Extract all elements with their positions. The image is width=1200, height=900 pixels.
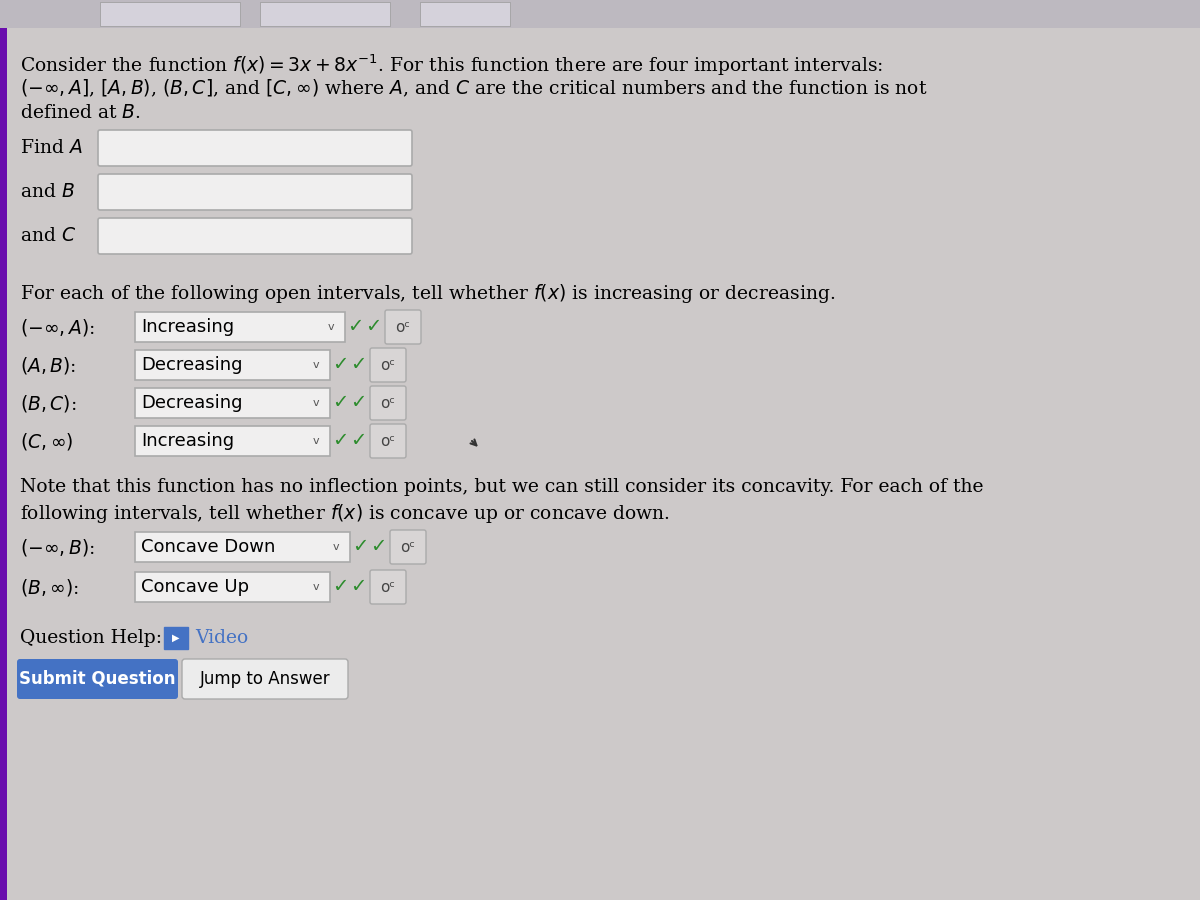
Text: Concave Up: Concave Up [142,578,250,596]
FancyBboxPatch shape [134,572,330,602]
FancyBboxPatch shape [260,2,390,26]
Text: Note that this function has no inflection points, but we can still consider its : Note that this function has no inflectio… [20,478,984,496]
FancyBboxPatch shape [182,659,348,699]
FancyBboxPatch shape [134,426,330,456]
Text: ✓: ✓ [332,578,348,597]
FancyBboxPatch shape [390,530,426,564]
Text: ✓: ✓ [350,393,366,412]
Text: $(B, \infty)$:: $(B, \infty)$: [20,577,79,598]
FancyBboxPatch shape [98,130,412,166]
Text: oᶜ: oᶜ [380,434,396,448]
Text: following intervals, tell whether $f(x)$ is concave up or concave down.: following intervals, tell whether $f(x)$… [20,502,670,525]
Text: oᶜ: oᶜ [401,539,415,554]
Text: Decreasing: Decreasing [142,394,242,412]
FancyBboxPatch shape [385,310,421,344]
Text: ✓: ✓ [350,431,366,451]
FancyBboxPatch shape [134,388,330,418]
Text: ✓: ✓ [350,578,366,597]
FancyBboxPatch shape [98,218,412,254]
Text: and $C$: and $C$ [20,227,77,245]
Text: v: v [328,322,335,332]
FancyBboxPatch shape [370,424,406,458]
Text: oᶜ: oᶜ [380,395,396,410]
Text: Concave Down: Concave Down [142,538,275,556]
Text: Jump to Answer: Jump to Answer [199,670,330,688]
Text: v: v [313,436,319,446]
Text: Video: Video [194,629,248,647]
Text: Increasing: Increasing [142,432,234,450]
Text: defined at $B$.: defined at $B$. [20,104,140,122]
FancyBboxPatch shape [134,312,346,342]
Text: oᶜ: oᶜ [380,580,396,595]
Text: v: v [332,542,340,552]
Text: Find $A$: Find $A$ [20,139,83,157]
Text: v: v [313,398,319,408]
Text: Consider the function $f(x) = 3x + 8x^{-1}$. For this function there are four im: Consider the function $f(x) = 3x + 8x^{-… [20,52,883,77]
Text: $(-\infty, A]$, $[A, B)$, $(B, C]$, and $[C, \infty)$ where $A$, and $C$ are the: $(-\infty, A]$, $[A, B)$, $(B, C]$, and … [20,78,928,99]
Text: ✓: ✓ [352,537,368,556]
Text: $( - \infty, A)$:: $( - \infty, A)$: [20,317,95,338]
Bar [0,0,1200,28]
Text: ✓: ✓ [365,318,382,337]
Text: $(C, \infty)$: $(C, \infty)$ [20,430,73,452]
Text: Decreasing: Decreasing [142,356,242,374]
Text: For each of the following open intervals, tell whether $f(x)$ is increasing or d: For each of the following open intervals… [20,282,835,305]
FancyBboxPatch shape [17,659,178,699]
Text: v: v [313,360,319,370]
Text: ✓: ✓ [370,537,386,556]
Text: ▶: ▶ [173,633,180,643]
Text: v: v [313,582,319,592]
FancyBboxPatch shape [134,532,350,562]
Text: Increasing: Increasing [142,318,234,336]
FancyBboxPatch shape [164,627,188,649]
Text: oᶜ: oᶜ [380,357,396,373]
FancyBboxPatch shape [370,570,406,604]
FancyBboxPatch shape [420,2,510,26]
Text: ✓: ✓ [332,431,348,451]
Text: ✓: ✓ [350,356,366,374]
FancyBboxPatch shape [134,350,330,380]
Text: and $B$: and $B$ [20,183,74,201]
FancyBboxPatch shape [370,348,406,382]
Text: Question Help:: Question Help: [20,629,162,647]
FancyBboxPatch shape [98,174,412,210]
Text: $(A, B)$:: $(A, B)$: [20,355,77,375]
Text: ✓: ✓ [347,318,364,337]
FancyBboxPatch shape [370,386,406,420]
Text: ✓: ✓ [332,393,348,412]
Text: oᶜ: oᶜ [396,320,410,335]
Bar [0,0,7,900]
Text: $( - \infty, B)$:: $( - \infty, B)$: [20,536,95,557]
Text: Submit Question: Submit Question [19,670,175,688]
Text: ✓: ✓ [332,356,348,374]
FancyBboxPatch shape [100,2,240,26]
Text: $(B, C)$:: $(B, C)$: [20,392,77,413]
